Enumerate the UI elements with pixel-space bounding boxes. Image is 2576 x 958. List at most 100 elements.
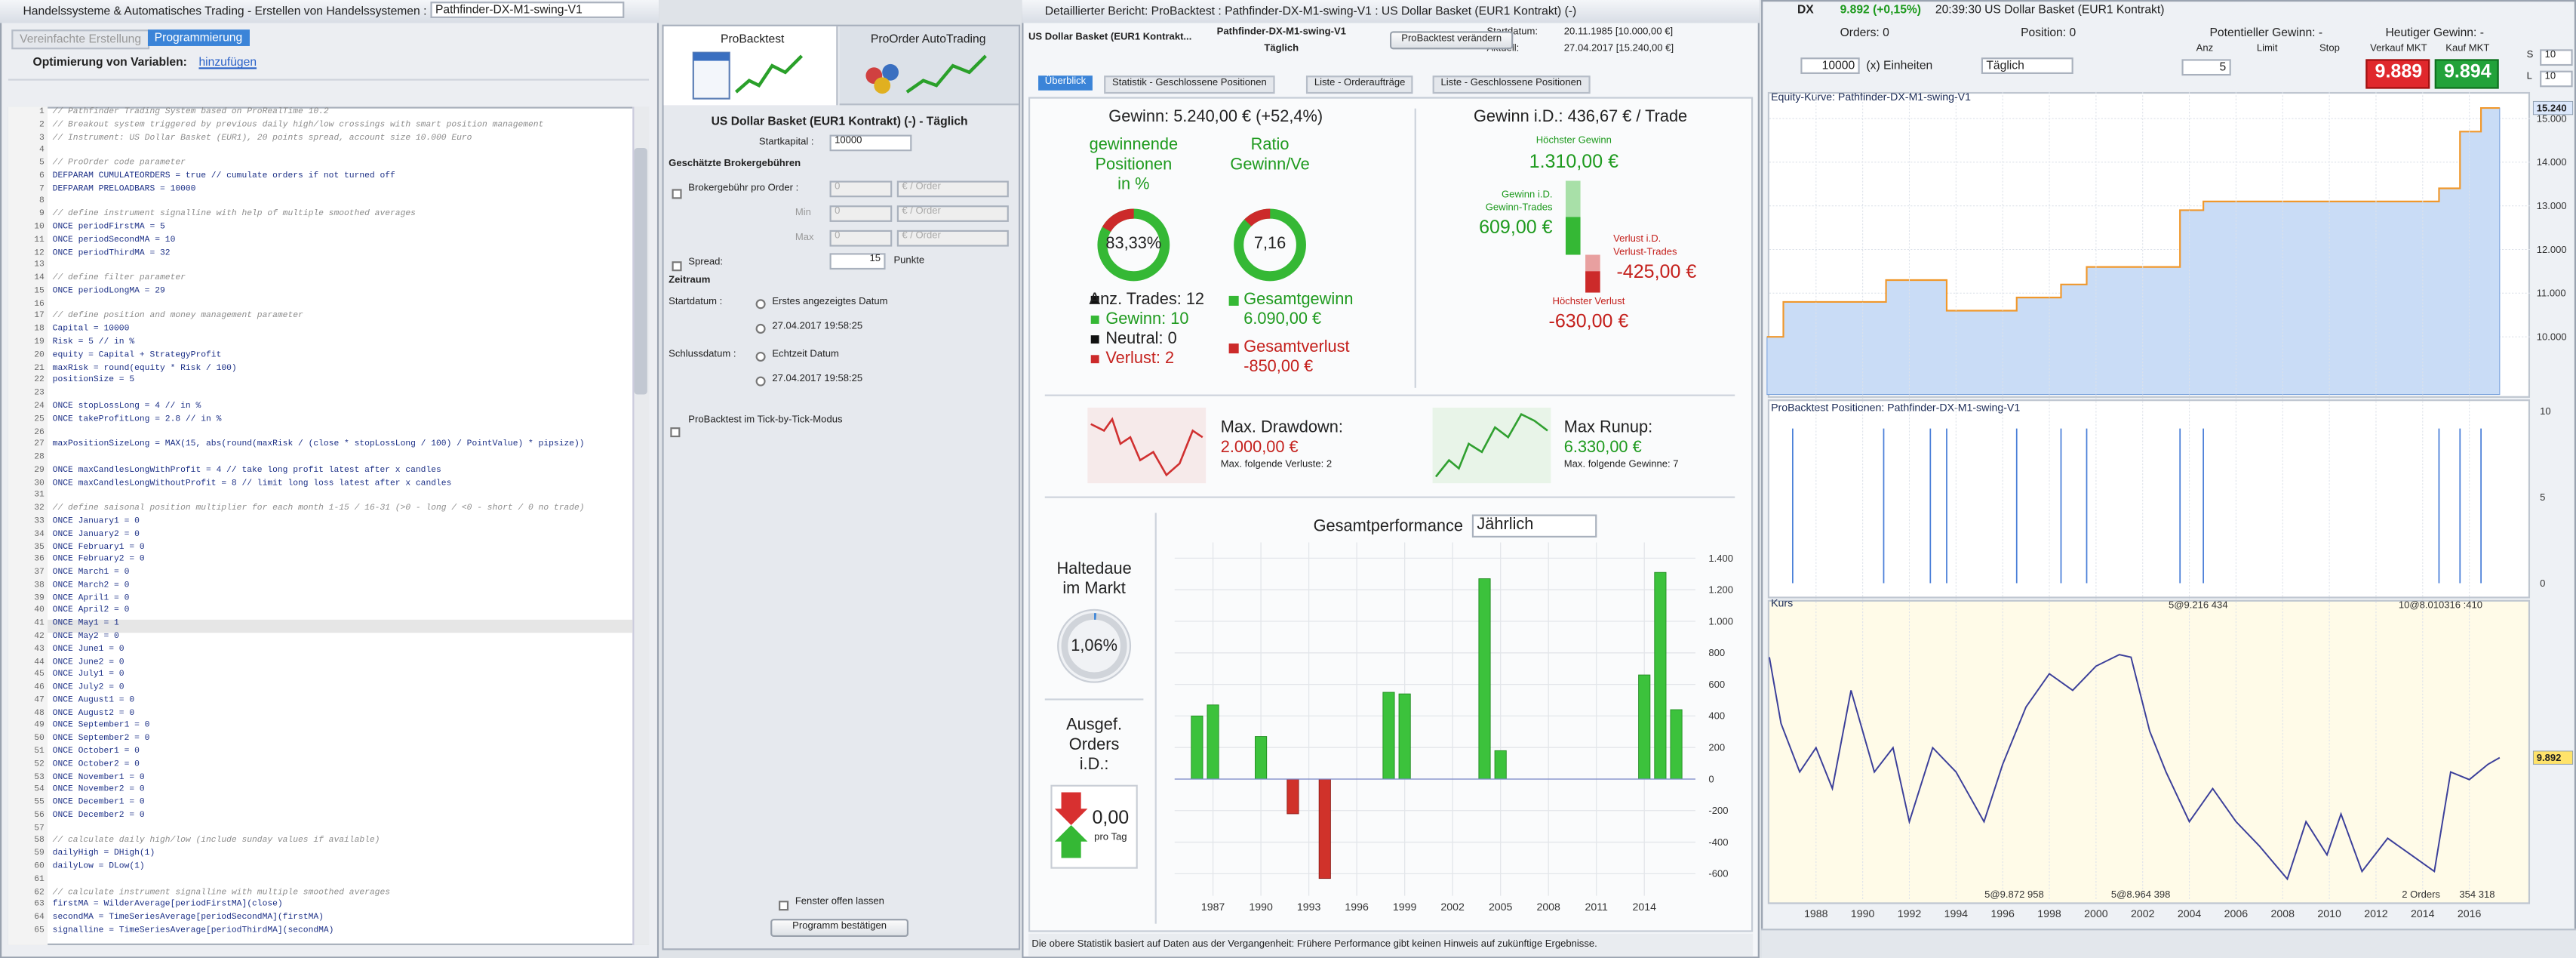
label: Anz. Trades: 12 <box>1089 291 1205 310</box>
input[interactable]: 0 <box>829 229 893 247</box>
x-tick-label: 2014 <box>1632 901 1656 913</box>
tab[interactable]: Programmierung <box>147 29 249 47</box>
checkbox[interactable] <box>672 261 682 272</box>
window-title: Detaillierter Bericht: ProBacktest : Pat… <box>1044 3 1577 18</box>
line-number: 2 <box>38 119 45 130</box>
checkbox[interactable] <box>672 189 682 199</box>
y-tick-label: 800 <box>1708 647 1725 658</box>
code-line: ONCE December1 = 0 <box>52 797 145 808</box>
bar <box>1654 571 1667 780</box>
line-number: 54 <box>34 784 45 795</box>
line-number: 36 <box>34 554 45 565</box>
code-line: ONCE November2 = 0 <box>52 784 145 795</box>
tab[interactable]: Statistik - Geschlossene Positionen <box>1104 75 1275 94</box>
input[interactable]: 10000 <box>1800 57 1860 74</box>
code-line: // define saisonal position multiplier f… <box>52 503 585 513</box>
x-tick-label: 1988 <box>1804 907 1828 919</box>
label: Startkapital : <box>758 137 814 148</box>
tab-icons <box>692 51 987 100</box>
line-number: 18 <box>34 324 45 334</box>
y-tick-label: 1.000 <box>1708 615 1733 627</box>
label: Orders: 0 <box>1840 24 1889 40</box>
radio[interactable] <box>755 323 766 334</box>
tab[interactable]: Liste - Geschlossene Positionen <box>1432 75 1591 94</box>
code-editor[interactable] <box>8 106 650 945</box>
line-number: 12 <box>34 247 45 257</box>
label: Orders <box>1068 736 1120 755</box>
line-number: 42 <box>34 631 45 642</box>
x-tick-label: 2006 <box>2224 907 2249 919</box>
y-tick-label: 1.400 <box>1708 553 1733 564</box>
sell-button[interactable] <box>2365 59 2430 89</box>
code-line: maxRisk = round(equity * Risk / 100) <box>52 362 237 373</box>
input[interactable]: 10000 <box>829 134 912 152</box>
line-number: 1 <box>38 106 45 117</box>
button[interactable]: ProBacktest verändern <box>1389 31 1514 50</box>
system-name-field[interactable]: Pathfinder-DX-M1-swing-V1 <box>430 2 625 18</box>
line-number: 55 <box>34 797 45 808</box>
tab[interactable]: Liste - Orderaufträge <box>1305 75 1414 94</box>
bottom-toolbar <box>1761 929 2576 958</box>
input[interactable]: 5 <box>2181 59 2231 76</box>
x-tick-label: 2011 <box>1585 901 1608 913</box>
y-tick-label: 600 <box>1708 679 1725 690</box>
line-number: 19 <box>34 337 45 347</box>
code-line: // ProOrder code parameter <box>52 158 186 168</box>
label: i.D.: <box>1079 756 1109 775</box>
code-line: ONCE January1 = 0 <box>52 516 140 526</box>
dropdown[interactable]: Jährlich <box>1471 514 1597 538</box>
radio[interactable] <box>755 351 766 362</box>
input[interactable]: 15 <box>829 253 886 270</box>
link[interactable]: hinzufügen <box>198 54 257 69</box>
code-line: ONCE periodLongMA = 29 <box>52 285 165 296</box>
button[interactable]: Programm bestätigen <box>770 919 909 937</box>
line-number: 21 <box>34 362 45 373</box>
code-line: // calculate daily high/low (include sun… <box>52 836 380 846</box>
scroll-thumb[interactable] <box>634 147 647 395</box>
tab[interactable]: Überblick <box>1038 75 1093 91</box>
line-number: 9 <box>38 209 45 220</box>
checkbox[interactable] <box>670 427 681 438</box>
line-number: 5 <box>38 158 45 168</box>
input[interactable]: 0 <box>829 180 893 198</box>
label: Max Runup: <box>1563 419 1653 438</box>
x-tick-label: 1993 <box>1297 901 1321 913</box>
line-number: 13 <box>34 260 45 270</box>
label: Potentieller Gewinn: - <box>2209 24 2323 40</box>
label: Ratio <box>1250 136 1290 155</box>
option: 27.04.2017 19:58:25 <box>772 322 863 332</box>
code-line: ONCE periodSecondMA = 10 <box>52 234 176 245</box>
bar <box>1255 736 1268 780</box>
dropdown[interactable]: Täglich <box>1981 57 2073 74</box>
checkbox[interactable] <box>779 901 789 911</box>
order-annotation: 2 Orders <box>2402 889 2440 900</box>
input[interactable]: 0 <box>829 205 893 222</box>
buy-button[interactable] <box>2434 59 2499 89</box>
code-line: ONCE February1 = 0 <box>52 541 145 552</box>
tab[interactable]: Vereinfachte Erstellung <box>11 29 149 50</box>
line-number: 46 <box>34 682 45 692</box>
label: Min <box>795 208 811 219</box>
bar <box>1670 709 1683 780</box>
symbol: DX <box>1797 2 1814 17</box>
y-tick-label: -600 <box>1708 868 1728 879</box>
buy-price: 9.894 <box>2443 62 2491 82</box>
label: Positionen <box>1095 156 1173 174</box>
x-tick-label: 2002 <box>1440 901 1465 913</box>
y-tick-label: -200 <box>1708 805 1728 816</box>
heading: Geschätzte Brokergebühren <box>669 159 801 170</box>
line-number: 40 <box>34 605 45 616</box>
tab-autotrading[interactable] <box>839 26 1019 106</box>
value: 1,06% <box>1071 637 1117 656</box>
radio[interactable] <box>755 299 766 310</box>
y-tick-label: 0 <box>1708 773 1714 784</box>
line-number: 31 <box>34 490 45 501</box>
code-line: dailyHigh = DHigh(1) <box>52 848 155 859</box>
input[interactable]: 10 <box>2540 49 2573 66</box>
line-number: 29 <box>34 464 45 475</box>
input[interactable]: 10 <box>2540 70 2573 88</box>
bar <box>1398 693 1411 780</box>
line-number: 49 <box>34 720 45 731</box>
radio[interactable] <box>755 376 766 387</box>
line-number: 25 <box>34 414 45 424</box>
